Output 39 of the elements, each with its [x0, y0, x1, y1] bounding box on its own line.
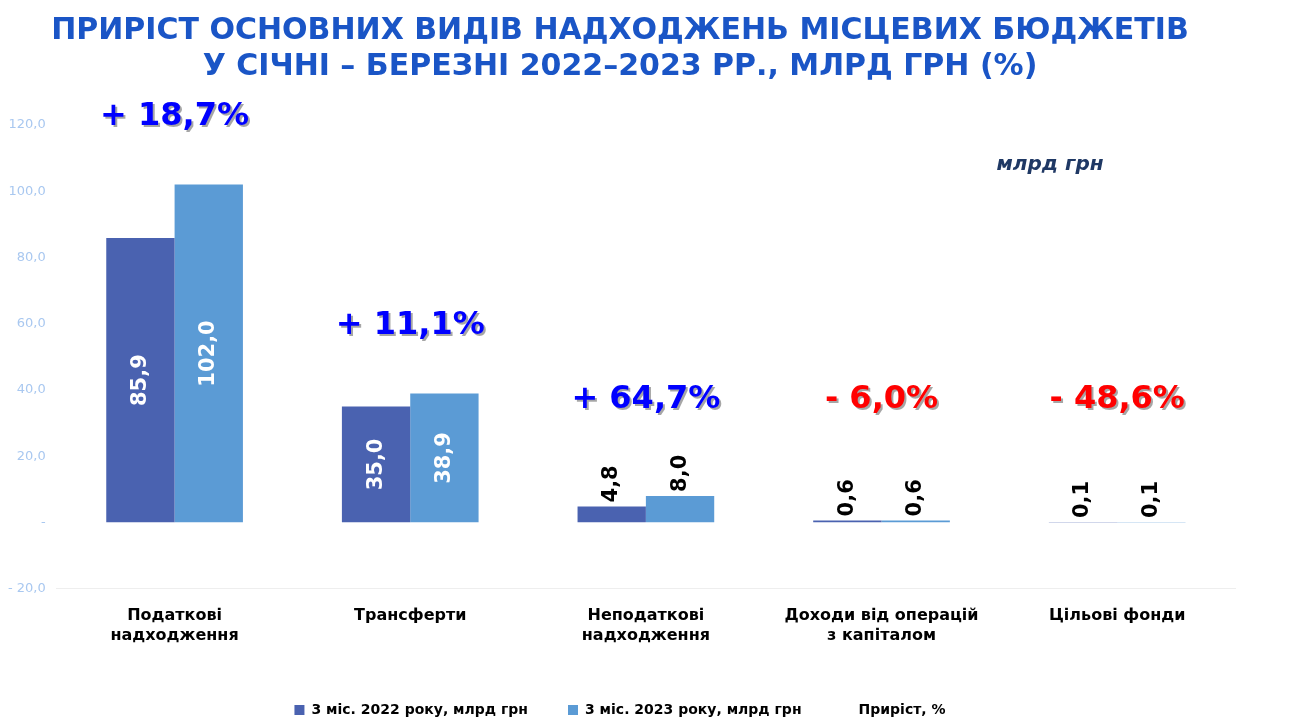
annotation: млрд грн [996, 151, 1104, 176]
legend-label: 3 міс. 2023 року, млрд грн [585, 700, 802, 717]
annotation: - 6,0% [826, 379, 941, 418]
bar [645, 495, 715, 523]
bar [341, 406, 411, 523]
data-label: 0,1 [1069, 480, 1094, 519]
text: Приріст, % [858, 700, 946, 717]
data-label: 0,6 [833, 479, 858, 517]
y-tick-label: 120,0 [8, 116, 46, 132]
data-label: 35,0 [362, 438, 387, 491]
data-label: 0,6 [902, 479, 927, 517]
data-label: 38,9 [430, 432, 455, 484]
data-label: 8,0 [666, 454, 691, 492]
bar [106, 237, 175, 523]
chart-title: ПРИРІСТ ОСНОВНИХ ВИДІВ НАДХОДЖЕНЬ МІСЦЕВИХ БЮДЖЕТІВ У СІЧНІ – БЕРЕЗНІ 2022–2023 РР., МЛРД ГРН (%) [51, 10, 1189, 82]
y-tick-label: 20,0 [16, 447, 46, 463]
x-tick-label: Неподаткові надходження [581, 605, 710, 644]
annotation: - 48,6% [1051, 379, 1187, 418]
annotation: + 64,7% [573, 379, 723, 418]
bar [174, 184, 243, 523]
data-label: 0,1 [1137, 480, 1162, 519]
y-tick-label: - 20,0 [7, 579, 46, 595]
y-tick-label: 60,0 [16, 315, 46, 331]
x-tick-label: Податкові надходження [110, 605, 239, 644]
bar [577, 506, 646, 523]
y-tick-label: - [41, 513, 47, 529]
y-tick-label: 40,0 [16, 381, 46, 397]
annotation: + 11,1% [337, 305, 487, 344]
y-tick-label: 80,0 [16, 248, 46, 264]
bar [410, 393, 479, 523]
data-label: 85,9 [126, 354, 151, 407]
y-tick-label: 100,0 [8, 182, 46, 198]
legend-label: 3 міс. 2022 року, млрд грн [311, 700, 529, 717]
x-tick-label: Доходи від операцій з капіталом [784, 605, 979, 644]
data-label: 4,8 [598, 465, 623, 503]
x-tick-label: Цільові фонди [1048, 605, 1186, 625]
x-tick-label: Трансферти [354, 605, 467, 625]
annotation: + 18,7% [102, 96, 252, 135]
data-label: 102,0 [195, 320, 220, 387]
